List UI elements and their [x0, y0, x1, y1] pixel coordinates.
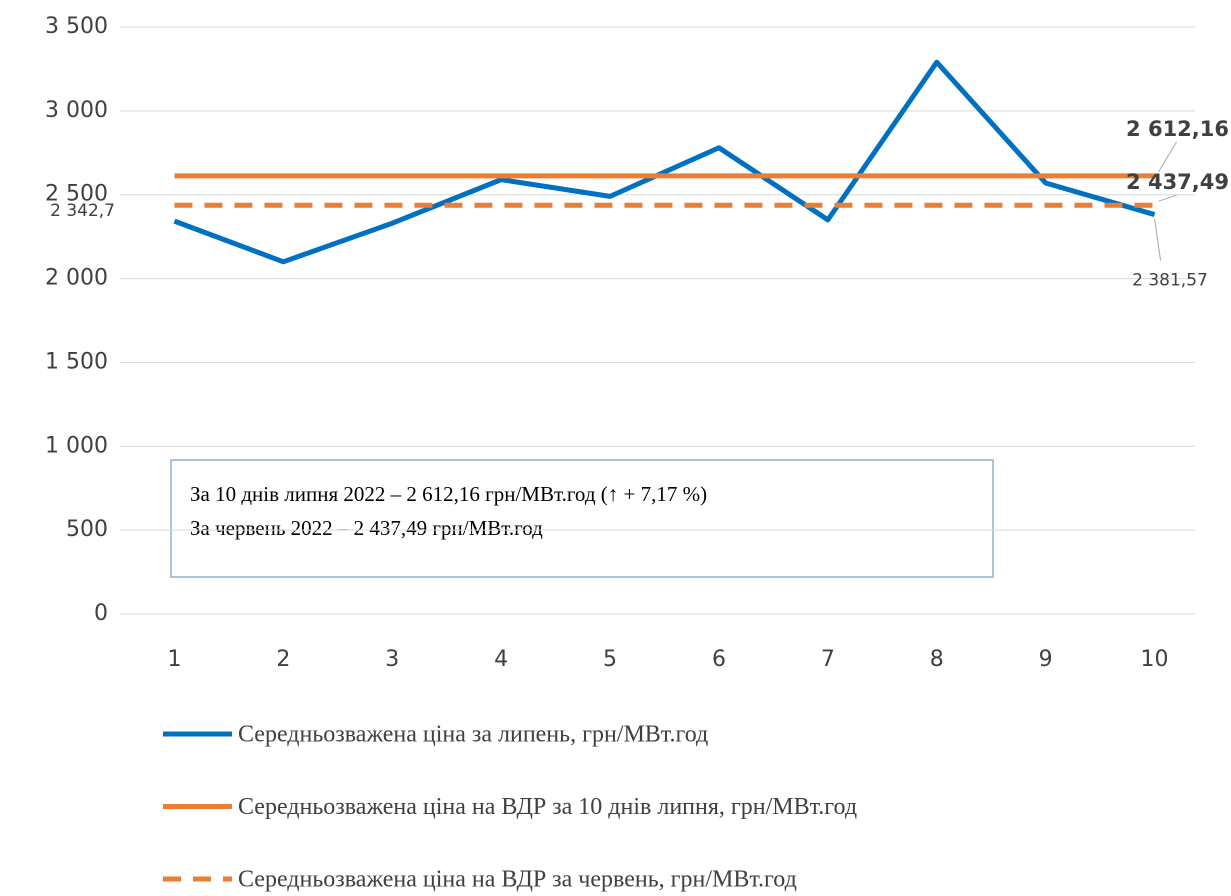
x-tick-label: 4 [494, 647, 508, 672]
legend-label: Середньозважена ціна на ВДР за червень, … [238, 867, 797, 893]
annotation: За червень 2022 – 2 437,49 грн/МВт.год [190, 516, 543, 540]
data-label: 2 612,16 [1126, 117, 1229, 141]
annotation: За 10 днів липня 2022 – 2 612,16 грн/МВт… [190, 482, 707, 506]
x-tick-label: 9 [1039, 647, 1053, 672]
x-tick-label: 5 [603, 647, 617, 672]
data-label: 2 342,7 [50, 201, 115, 221]
y-tick-label: 0 [94, 601, 108, 626]
y-tick-label: 500 [66, 517, 108, 542]
annotation-box [170, 459, 994, 578]
leader-line [1154, 218, 1162, 261]
legend-label: Середньозважена ціна за липень, грн/МВт.… [238, 722, 708, 748]
x-tick-label: 2 [276, 647, 290, 672]
series-line [173, 59, 1156, 265]
x-tick-label: 3 [385, 647, 399, 672]
x-tick-label: 6 [712, 647, 726, 672]
y-tick-label: 2 500 [45, 182, 108, 207]
y-tick-label: 3 500 [45, 14, 108, 39]
legend-label: Середньозважена ціна на ВДР за 10 днів л… [238, 794, 857, 820]
data-label: 2 381,57 [1132, 271, 1208, 291]
y-tick-label: 1 000 [45, 433, 108, 458]
x-tick-label: 8 [930, 647, 944, 672]
y-tick-label: 1 500 [45, 349, 108, 374]
y-tick-label: 3 000 [45, 98, 108, 123]
x-tick-label: 1 [167, 647, 181, 672]
x-tick-label: 7 [821, 647, 835, 672]
data-label: 2 437,49 [1126, 170, 1229, 194]
leader-line [1158, 194, 1177, 202]
x-tick-label: 10 [1141, 647, 1169, 672]
leader-line [1158, 141, 1177, 173]
y-tick-label: 2 000 [45, 266, 108, 291]
